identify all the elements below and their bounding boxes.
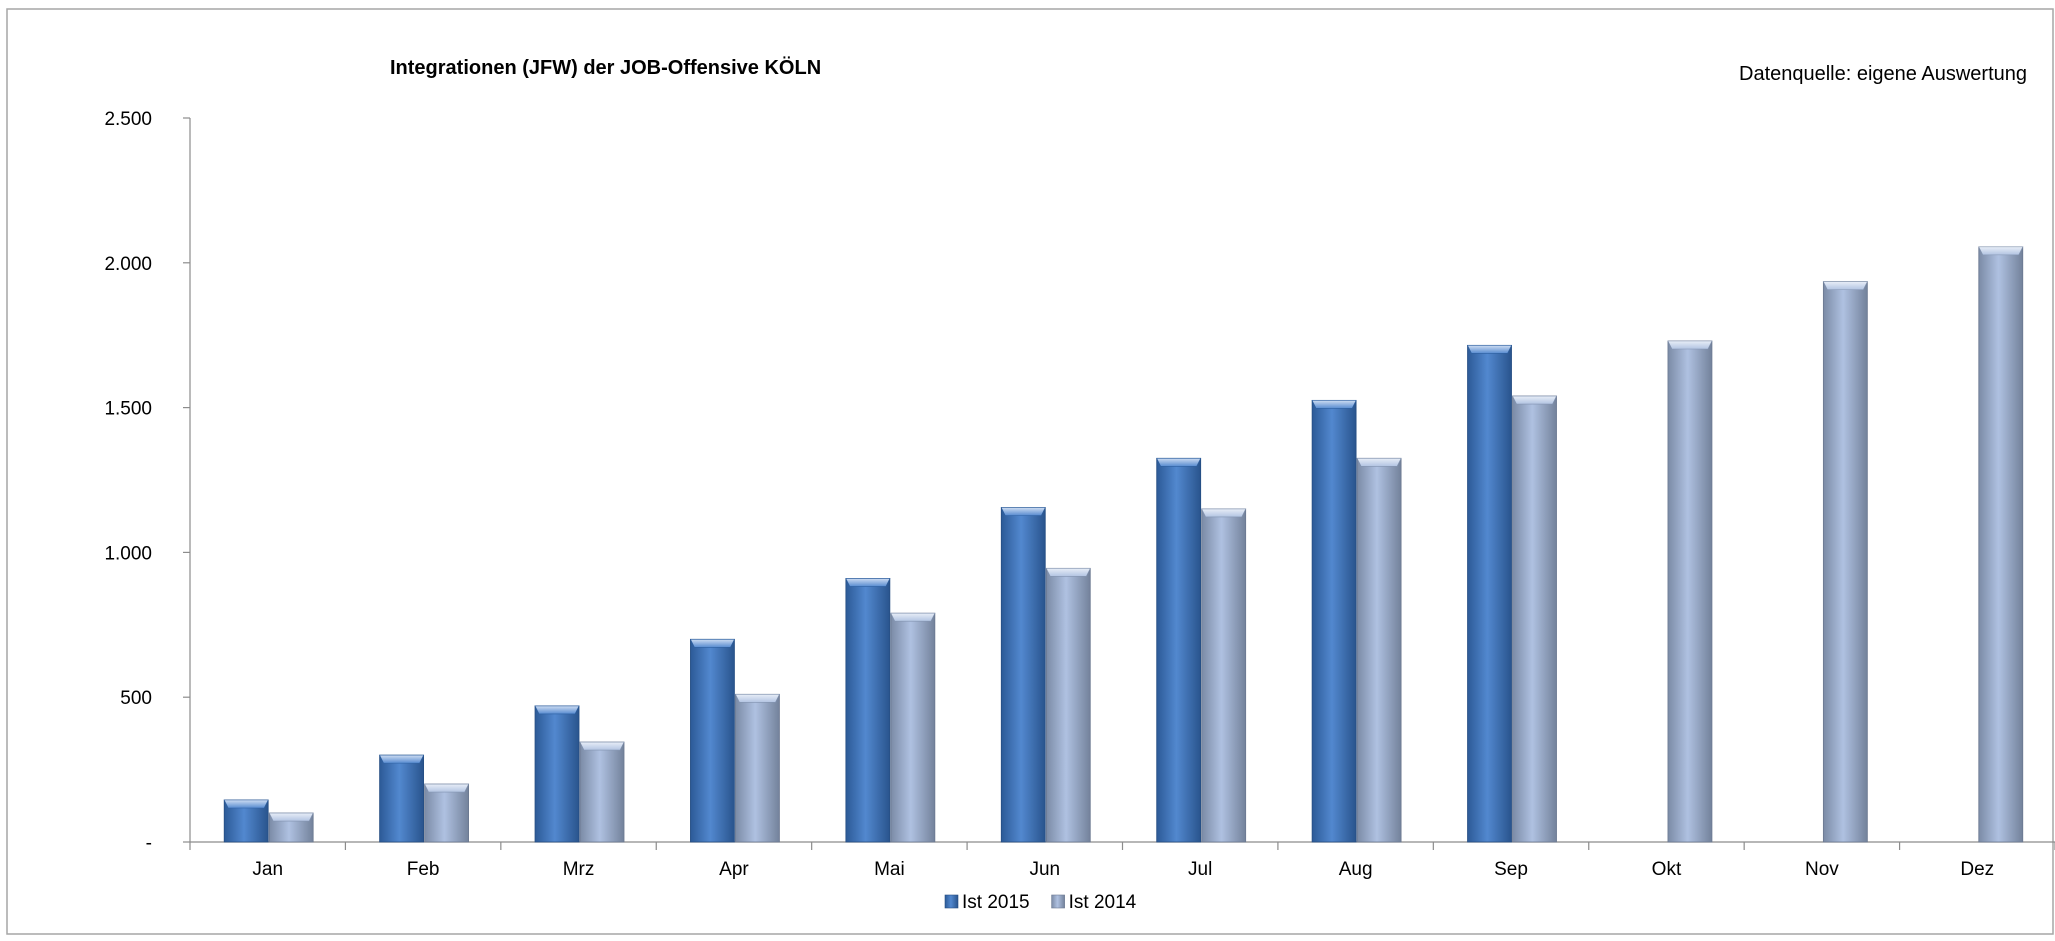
bar-cap xyxy=(1467,345,1513,354)
bar-body xyxy=(845,578,891,843)
bar-cap xyxy=(1822,281,1868,290)
bar xyxy=(734,693,780,843)
legend-item: Ist 2014 xyxy=(1051,892,1137,913)
bar xyxy=(534,705,580,843)
legend: Ist 2015 Ist 2014 xyxy=(944,892,1137,913)
legend-item: Ist 2015 xyxy=(944,892,1030,913)
x-tick-label: Mrz xyxy=(563,859,595,880)
bar-cap xyxy=(1356,457,1402,467)
bar-cap xyxy=(890,612,936,622)
bar-body xyxy=(1978,246,2024,843)
x-tick-label: Mai xyxy=(874,859,905,880)
bar-body xyxy=(1045,567,1091,843)
bar xyxy=(268,812,314,843)
y-tick-label: 2.500 xyxy=(104,109,152,130)
bar-cap xyxy=(424,783,470,793)
bar-body xyxy=(1311,399,1357,843)
bar xyxy=(1978,246,2024,843)
legend-label: Ist 2015 xyxy=(962,892,1030,913)
bar-cap xyxy=(579,741,625,751)
bar xyxy=(1512,395,1558,843)
bar-body xyxy=(735,693,780,843)
x-tick-label: Okt xyxy=(1652,859,1682,880)
bar xyxy=(1045,567,1091,843)
bar-body xyxy=(1467,344,1512,843)
bar xyxy=(1311,399,1357,843)
bar-cap xyxy=(734,694,780,703)
bar-cap xyxy=(1512,395,1558,405)
source-note: Datenquelle: eigene Auswertung xyxy=(1739,63,2027,85)
y-tick-label: 1.000 xyxy=(104,543,152,564)
y-tick-label: 2.000 xyxy=(104,254,152,275)
x-tick-label: Jan xyxy=(252,859,283,880)
bar xyxy=(689,638,735,843)
bar-body xyxy=(534,705,580,843)
bar xyxy=(223,799,269,843)
bar-body xyxy=(1667,340,1713,843)
chart-title: Integrationen (JFW) der JOB-Offensive KÖ… xyxy=(390,56,821,79)
bar-cap xyxy=(534,705,580,715)
bar xyxy=(579,741,625,843)
bar-cap xyxy=(1000,507,1046,516)
bar xyxy=(890,612,936,843)
x-tick-label: Dez xyxy=(1960,859,1994,880)
bar-body xyxy=(1000,507,1046,843)
x-tick-label: Apr xyxy=(719,859,749,880)
y-tick-label: 500 xyxy=(120,688,152,709)
bar-cap xyxy=(1311,400,1357,409)
bar-body xyxy=(1822,281,1868,843)
bar xyxy=(1667,340,1713,843)
bar xyxy=(1201,508,1247,843)
bar xyxy=(1467,344,1513,843)
bar-cap xyxy=(379,754,425,764)
bar xyxy=(845,578,891,843)
y-tick-label: 1.500 xyxy=(104,399,152,420)
bar-body xyxy=(1512,395,1557,843)
bar-cap xyxy=(845,578,891,587)
y-tick-label: - xyxy=(146,833,152,854)
bar-cap xyxy=(223,799,269,809)
bar-cap xyxy=(689,638,735,648)
bar-body xyxy=(1201,508,1247,843)
legend-swatch xyxy=(1051,894,1065,909)
axes: - 500 1.000 1.500 2.000 2.500 Jan Feb Mrz Apr Mai J… xyxy=(104,109,2055,880)
bar-cap xyxy=(268,812,314,822)
bar xyxy=(424,783,470,843)
x-tick-label: Sep xyxy=(1494,859,1528,880)
x-tick-label: Feb xyxy=(407,859,440,880)
x-tick-label: Nov xyxy=(1805,859,1839,880)
bar-body xyxy=(379,754,425,843)
x-tick-label: Jul xyxy=(1188,859,1212,880)
bar-body xyxy=(890,612,936,843)
bar xyxy=(1356,457,1402,843)
legend-label: Ist 2014 xyxy=(1069,892,1137,913)
bar xyxy=(1822,281,1868,843)
bars xyxy=(223,246,2024,843)
bar-body xyxy=(690,638,735,843)
x-tick-label: Jun xyxy=(1029,859,1060,880)
bar-cap xyxy=(1156,457,1202,467)
bar xyxy=(379,754,425,843)
bar-cap xyxy=(1045,568,1091,577)
x-tick-label: Aug xyxy=(1339,859,1373,880)
bar-cap xyxy=(1201,508,1247,518)
bar-body xyxy=(1156,457,1202,843)
bar-cap xyxy=(1667,340,1713,350)
bar-body xyxy=(579,741,625,843)
bar-body xyxy=(424,783,470,843)
bar-cap xyxy=(1978,246,2024,256)
bar xyxy=(1000,507,1046,843)
bar-body xyxy=(1356,457,1402,843)
legend-swatch xyxy=(944,894,959,909)
bar xyxy=(1156,457,1202,843)
